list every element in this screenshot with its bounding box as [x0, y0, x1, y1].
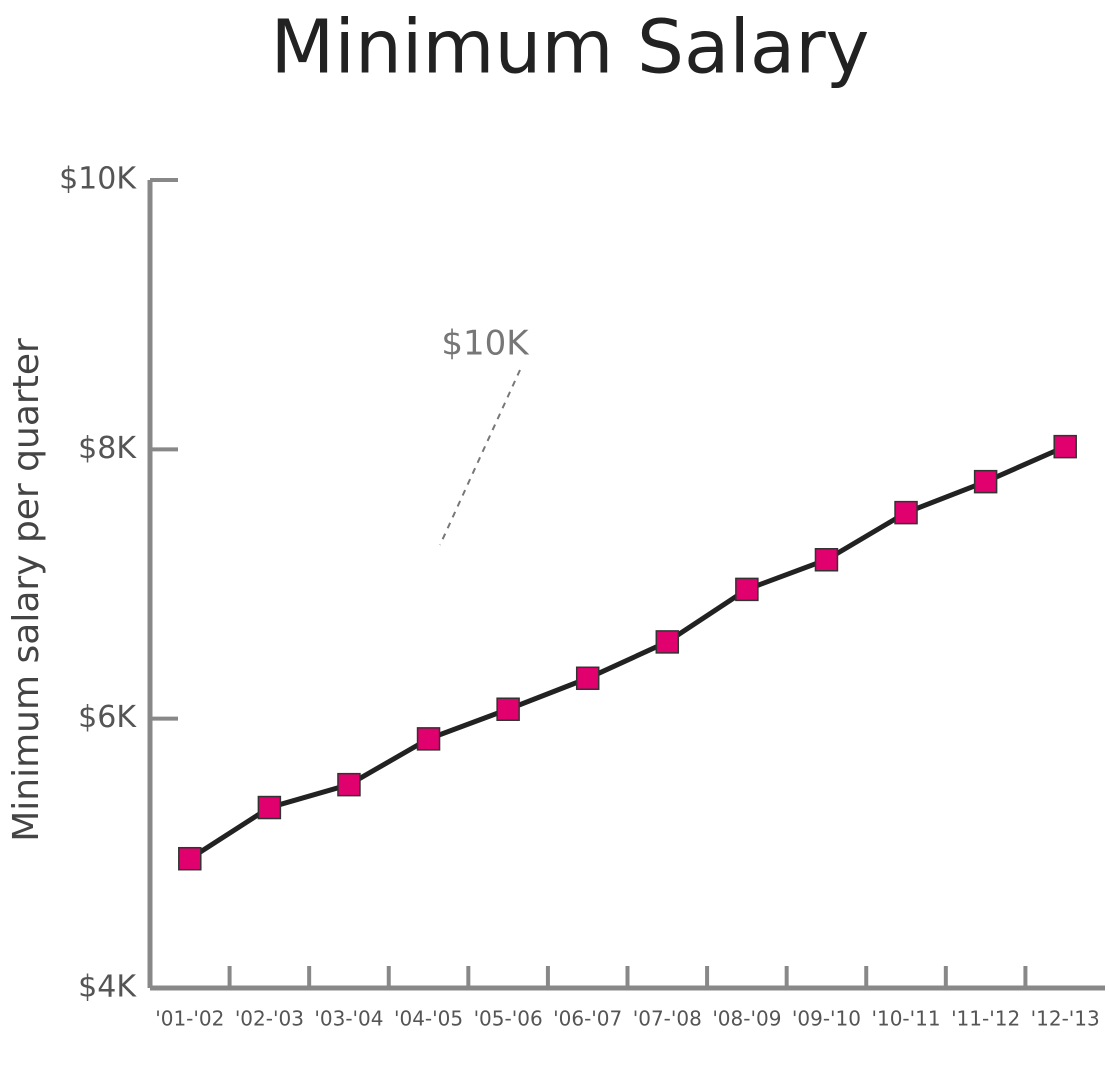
marker — [1053, 434, 1077, 459]
marker — [257, 795, 282, 820]
chart-title: Minimum Salary — [271, 5, 870, 91]
x-tick-label: '10-'11 — [871, 1007, 940, 1031]
x-tick-label: '09-'10 — [792, 1007, 861, 1031]
x-tick-label: '03-'04 — [314, 1007, 383, 1031]
marker — [416, 727, 441, 751]
y-tick-label: $4K — [78, 970, 137, 1005]
marker — [496, 697, 520, 721]
marker — [178, 846, 202, 871]
marker — [894, 500, 918, 525]
marker — [575, 666, 600, 691]
x-tick-label: '05-'06 — [474, 1007, 543, 1031]
x-tick-label: '01-'02 — [155, 1007, 224, 1031]
x-tick-label: '04-'05 — [394, 1007, 463, 1031]
x-tick-label: '07-'08 — [633, 1007, 702, 1031]
x-tick-label: '12-'13 — [1031, 1007, 1100, 1031]
x-tick-label: '02-'03 — [235, 1007, 304, 1031]
marker — [973, 469, 998, 494]
x-tick-label: '11-'12 — [951, 1007, 1020, 1031]
marker — [337, 772, 361, 797]
annotation: $10K — [441, 324, 530, 364]
y-tick-label: $6K — [78, 700, 137, 735]
y-tick-label: $10K — [59, 162, 137, 197]
data-line — [188, 444, 1067, 861]
marker — [655, 630, 680, 654]
y-axis-label: Minimum salary per quarter — [6, 338, 47, 842]
y-tick-label: $8K — [78, 431, 137, 466]
annotation-line — [439, 369, 521, 546]
marker — [814, 548, 839, 572]
x-tick-label: '08-'09 — [712, 1007, 781, 1031]
x-tick-label: '06-'07 — [553, 1007, 622, 1031]
marker — [735, 577, 759, 602]
